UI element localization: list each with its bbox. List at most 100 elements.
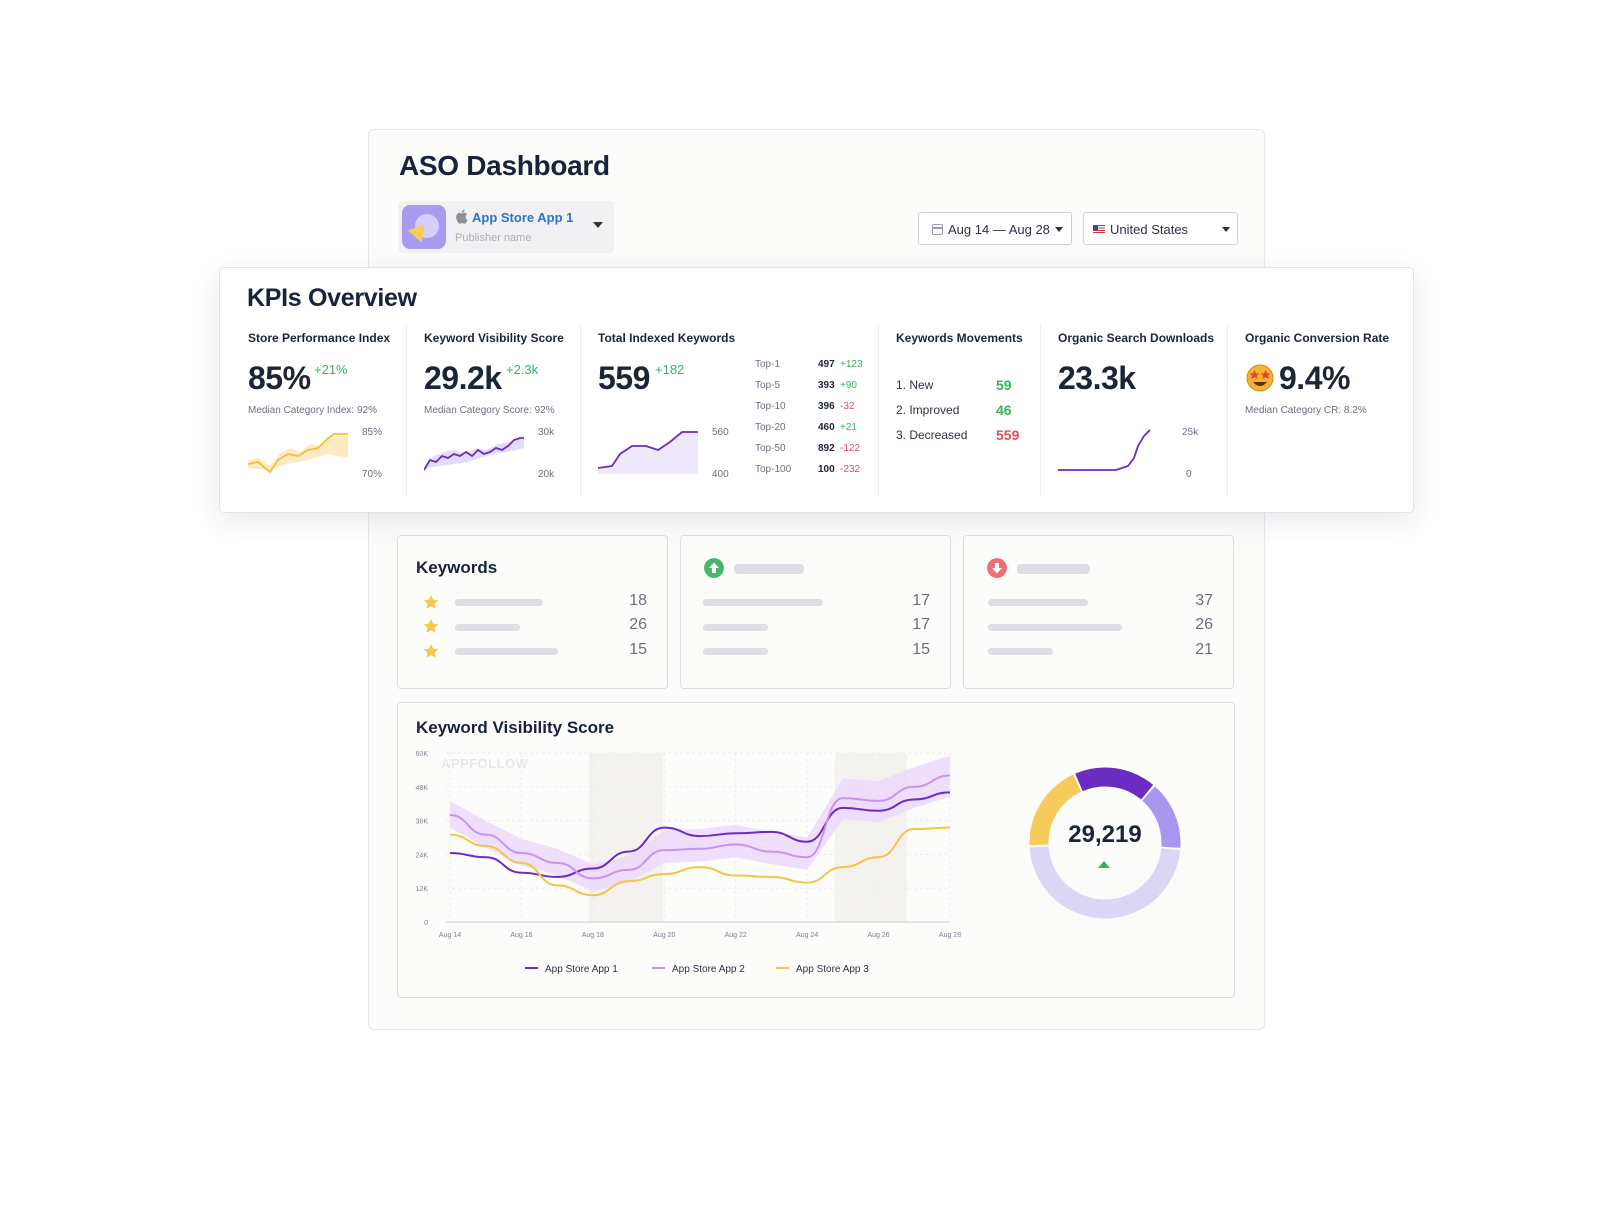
kpi-sub: Median Category Index: 92% [248, 405, 377, 416]
tier-name: Top-1 [755, 359, 781, 370]
declined-keywords-card[interactable]: 37 26 21 [963, 535, 1234, 689]
x-tick-label: Aug 14 [439, 932, 461, 939]
kpi-label: Organic Conversion Rate [1245, 331, 1390, 345]
movement-label: 1. New [896, 378, 934, 392]
placeholder-bar [703, 648, 768, 655]
y-tick-label: 0 [424, 920, 428, 927]
x-tick-label: Aug 22 [725, 932, 747, 939]
kpi-conversion-rate[interactable]: Organic Conversion Rate 9.4% Median Cate… [1245, 268, 1405, 514]
donut-segment-app-store-app-3[interactable] [1029, 767, 1181, 919]
card-value: 18 [629, 592, 647, 609]
placeholder-bar [988, 648, 1053, 655]
x-tick-label: Aug 24 [796, 932, 818, 939]
divider [406, 325, 407, 497]
arrow-up-circle-icon [704, 558, 724, 578]
trend-up-icon [1098, 861, 1110, 868]
watermark: APPFOLLOW [441, 756, 529, 771]
placeholder-bar [734, 564, 804, 574]
legend-item-app2[interactable]: App Store App 2 [652, 964, 745, 975]
star-struck-emoji-icon [1246, 364, 1274, 392]
divider [1227, 325, 1228, 497]
series-line-app3 [449, 826, 951, 897]
tier-delta: +21 [840, 422, 857, 433]
chevron-down-icon [593, 222, 603, 228]
visibility-line-chart[interactable]: 60K 48K 36K 24K 12K 0 Aug 14 Aug 16 Aug 18 Aug 20… [398, 703, 1236, 999]
kpi-delta: +2.3k [506, 362, 539, 377]
series-line-app1 [449, 791, 951, 878]
series-line-app2 [449, 774, 951, 880]
axis-label: 0 [1186, 469, 1192, 480]
x-tick-label: Aug 16 [510, 932, 532, 939]
donut-segment-app-store-app-1[interactable] [1029, 767, 1181, 919]
card-value: 17 [912, 592, 930, 609]
y-tick-label: 12K [416, 886, 429, 893]
kpi-label: Keyword Visibility Score [424, 331, 564, 345]
tier-delta: -122 [840, 443, 861, 454]
legend-label: App Store App 3 [796, 964, 869, 975]
placeholder-bar [703, 624, 768, 631]
axis-label: 400 [712, 469, 729, 480]
tier-value: 100 [818, 464, 835, 475]
movement-value: 46 [996, 402, 1012, 418]
country-label: United States [1110, 222, 1189, 237]
improved-keywords-card[interactable]: 17 17 15 [680, 535, 951, 689]
kpi-value: 23.3k [1058, 360, 1136, 396]
tier-delta: +90 [840, 380, 857, 391]
kpi-keyword-visibility[interactable]: Keyword Visibility Score 29.2k +2.3k Med… [424, 268, 574, 514]
kpis-overview-panel: KPIs Overview Store Performance Index 85… [219, 267, 1414, 513]
kpi-value: 29.2k [424, 360, 502, 396]
tier-value: 497 [818, 359, 835, 370]
organic-downloads-sparkline [1058, 429, 1151, 471]
placeholder-bar [703, 599, 823, 606]
movement-label: 2. Improved [896, 403, 960, 417]
tier-delta: -32 [840, 401, 855, 412]
tier-value: 460 [818, 422, 835, 433]
keywords-card[interactable]: Keywords 18 26 15 [397, 535, 668, 689]
arrow-down-circle-icon [987, 558, 1007, 578]
placeholder-bar [988, 599, 1088, 606]
x-tick-label: Aug 28 [939, 932, 961, 939]
date-range-picker[interactable]: Aug 14 — Aug 28 [918, 212, 1072, 245]
tier-value: 892 [818, 443, 835, 454]
y-tick-label: 36K [416, 819, 429, 826]
kpi-indexed-keywords[interactable]: Total Indexed Keywords 559 +182 560 400 … [598, 268, 868, 514]
weekend-band [588, 753, 663, 922]
card-value: 15 [629, 641, 647, 658]
axis-label: 25k [1182, 427, 1199, 438]
us-flag-icon [1093, 225, 1105, 233]
kpi-label: Total Indexed Keywords [598, 331, 736, 345]
legend-label: App Store App 1 [545, 964, 618, 975]
donut-total: 29,219 [1068, 821, 1142, 848]
legend-item-app1[interactable]: App Store App 1 [525, 964, 618, 975]
card-value: 26 [629, 616, 647, 633]
chart-title: Keyword Visibility Score [416, 718, 615, 737]
app-name: App Store App 1 [472, 210, 574, 225]
divider [580, 325, 581, 497]
card-value: 21 [1195, 641, 1213, 658]
tier-name: Top-10 [755, 401, 786, 412]
donut-segment-other[interactable] [1029, 767, 1181, 919]
country-selector[interactable]: United States [1083, 212, 1238, 245]
donut-segment-app-store-app-2[interactable] [1029, 767, 1181, 919]
visibility-donut-chart[interactable] [1023, 761, 1187, 925]
placeholder-bar [455, 599, 543, 606]
star-icon [423, 619, 439, 633]
kpi-organic-downloads[interactable]: Organic Search Downloads 23.3k 25k 0 [1058, 268, 1218, 514]
card-value: 26 [1195, 616, 1213, 633]
legend-item-app3[interactable]: App Store App 3 [776, 964, 869, 975]
y-tick-label: 60K [416, 751, 429, 758]
tier-delta: -232 [840, 464, 861, 475]
kpi-sub: Median Category Score: 92% [424, 405, 555, 416]
kpi-keyword-movements[interactable]: Keywords Movements 1. New 59 2. Improved 46… [896, 268, 1026, 514]
kpi-store-performance[interactable]: Store Performance Index 85% +21% Median … [248, 268, 398, 514]
chevron-down-icon [1055, 227, 1063, 232]
tier-name: Top-20 [755, 422, 786, 433]
app-selector[interactable]: App Store App 1 Publisher name [398, 201, 614, 253]
placeholder-bar [988, 624, 1122, 631]
y-tick-label: 48K [416, 785, 429, 792]
kpi-delta: +21% [314, 362, 348, 377]
tier-name: Top-50 [755, 443, 786, 454]
kpi-label: Store Performance Index [248, 331, 391, 345]
star-icon [423, 644, 439, 658]
store-performance-sparkline [248, 433, 348, 474]
